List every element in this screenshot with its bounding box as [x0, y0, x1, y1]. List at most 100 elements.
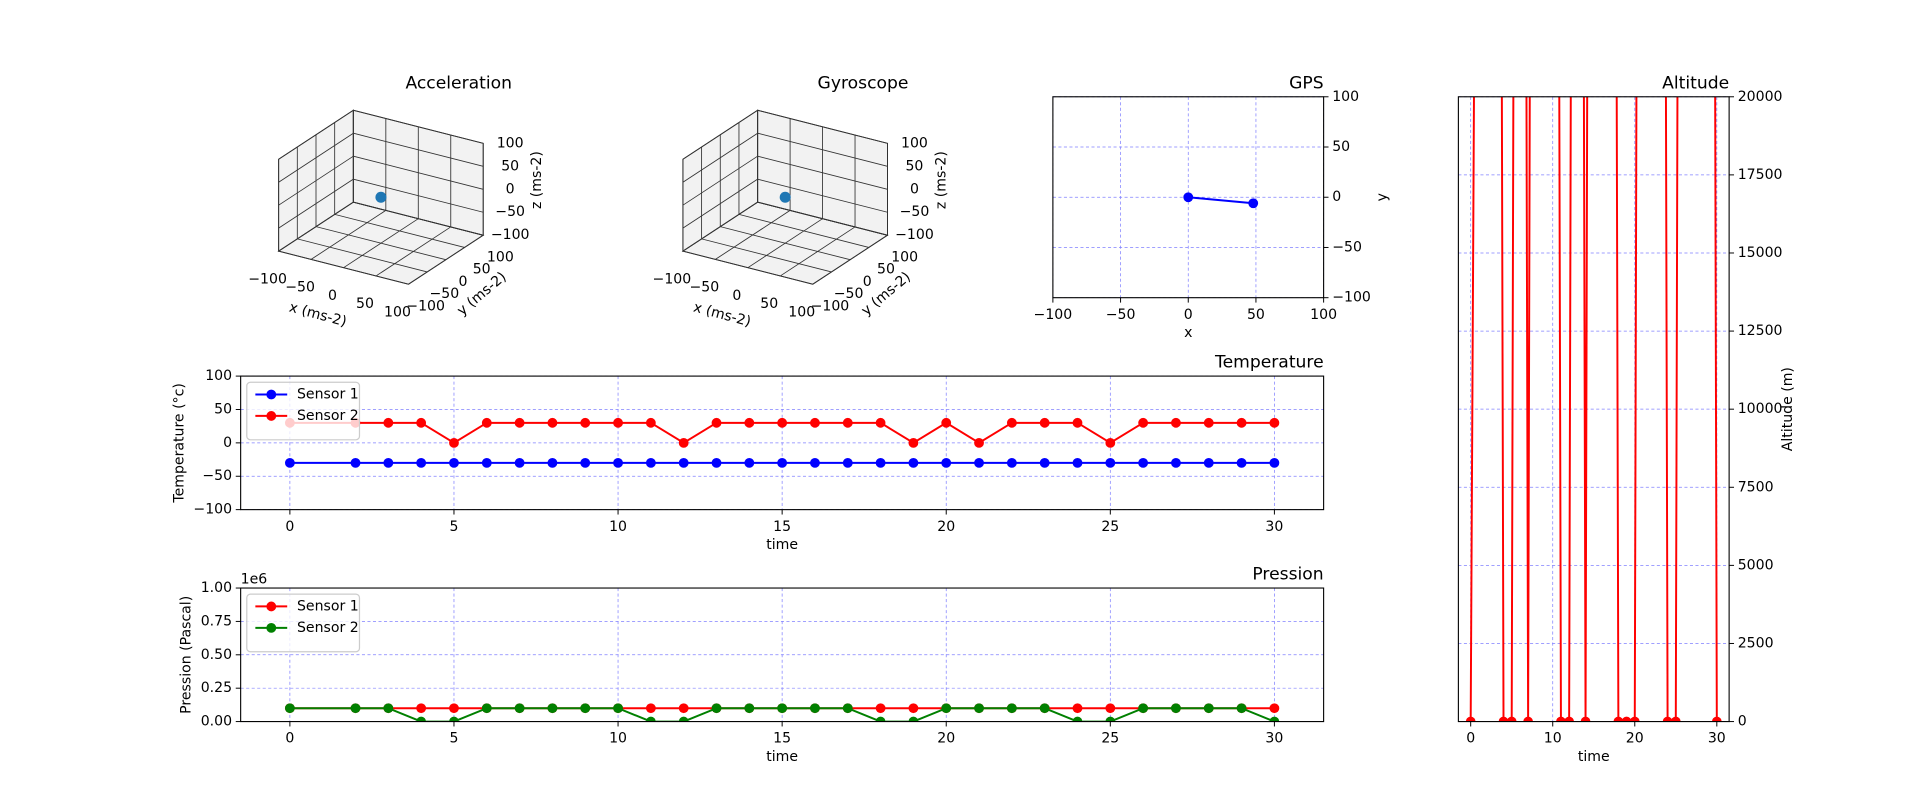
- point: [711, 457, 722, 468]
- point: [941, 703, 952, 714]
- x-tick-label: −50: [1106, 307, 1136, 323]
- point: [1556, 716, 1566, 722]
- point: [1662, 716, 1673, 722]
- point: [1523, 716, 1534, 722]
- point: [580, 457, 591, 468]
- point: [449, 716, 459, 722]
- y-tick-label: 50: [1332, 139, 1350, 155]
- point: [547, 417, 558, 428]
- y-tick-label: 100: [1332, 89, 1359, 105]
- point: [744, 457, 755, 468]
- point: [777, 457, 788, 468]
- point: [613, 703, 623, 714]
- y-tick-label: 17500: [1738, 167, 1783, 183]
- x-axis-label: x (ms-2): [692, 299, 753, 330]
- y-axis-label: Temperature (°c): [171, 383, 187, 503]
- point: [1183, 192, 1194, 203]
- legend-marker: [266, 622, 277, 633]
- point: [1138, 457, 1149, 468]
- y-tick-label: −100: [193, 502, 232, 518]
- y-tick-label: 1.00: [201, 580, 232, 596]
- axes-frame: [1052, 96, 1325, 299]
- grid-line: [682, 155, 888, 206]
- point: [613, 417, 623, 428]
- point: [1039, 417, 1050, 428]
- y-tick-label: 10000: [1738, 401, 1783, 417]
- x-tick-label: 50: [1247, 307, 1265, 323]
- point: [908, 703, 919, 714]
- x-tick-label: −50: [285, 280, 315, 296]
- point: [842, 703, 853, 714]
- point: [449, 457, 459, 468]
- point: [416, 703, 427, 714]
- point: [1105, 703, 1116, 714]
- point: [1269, 716, 1280, 722]
- point: [1072, 703, 1083, 714]
- point: [416, 457, 427, 468]
- point: [875, 457, 886, 468]
- point: [645, 457, 656, 468]
- y-axis-label: Pression (Pascal): [179, 596, 195, 714]
- y-tick-label: −100: [811, 298, 850, 314]
- point: [350, 703, 361, 714]
- point: [908, 457, 919, 468]
- y-tick-label: 5000: [1738, 557, 1774, 573]
- x-tick-label: 0: [328, 288, 337, 304]
- chart-title: Altitude: [1662, 73, 1729, 93]
- grid-line: [278, 178, 484, 229]
- x-tick-label: −50: [689, 280, 719, 296]
- z-tick-label: −50: [495, 204, 525, 220]
- legend-marker: [266, 601, 277, 612]
- point: [875, 703, 886, 714]
- point: [350, 457, 361, 468]
- point: [842, 417, 853, 428]
- point: [481, 457, 492, 468]
- y-tick-label: 15000: [1738, 245, 1783, 261]
- y-tick-label: 0.25: [201, 680, 232, 696]
- y-tick-label: 7500: [1738, 479, 1774, 495]
- series-line: [289, 421, 1275, 445]
- point: [613, 457, 623, 468]
- point: [1105, 716, 1116, 722]
- x-tick-label: 25: [1101, 731, 1119, 747]
- point: [645, 716, 656, 722]
- y-tick-label: −50: [429, 286, 459, 302]
- grid-line: [278, 155, 484, 206]
- point: [1006, 457, 1017, 468]
- plot-area: [1465, 96, 1722, 722]
- y-tick-label: 100: [205, 368, 232, 384]
- point: [777, 417, 788, 428]
- y-tick-label: −50: [1332, 239, 1362, 255]
- point: [1506, 716, 1517, 722]
- x-tick-label: 10: [609, 519, 627, 535]
- x-tick-label: 20: [1626, 731, 1644, 747]
- y-tick-label: −100: [1332, 290, 1371, 306]
- point: [1248, 198, 1259, 209]
- point: [1236, 703, 1247, 714]
- point: [645, 417, 656, 428]
- point: [284, 457, 295, 468]
- y-tick-label: 0.00: [201, 714, 232, 730]
- grid-line: [682, 178, 888, 229]
- axes-frame: [240, 375, 1325, 511]
- point: [875, 417, 886, 428]
- grid-line: [682, 201, 888, 252]
- x-tick-label: 100: [1310, 307, 1337, 323]
- point: [1564, 716, 1575, 722]
- y-tick-label: 50: [214, 401, 232, 417]
- point: [1039, 703, 1050, 714]
- x-tick-label: 50: [760, 296, 778, 312]
- point: [810, 417, 820, 428]
- point: [514, 417, 525, 428]
- point: [974, 437, 984, 448]
- point: [810, 457, 820, 468]
- z-tick-label: 100: [901, 135, 928, 151]
- y-tick-label: −50: [202, 468, 232, 484]
- point: [1171, 457, 1181, 468]
- point: [514, 703, 525, 714]
- point: [284, 703, 295, 714]
- point: [1269, 457, 1280, 468]
- z-tick-label: 50: [501, 158, 519, 174]
- point: [416, 716, 427, 722]
- x-tick-label: 0: [285, 731, 294, 747]
